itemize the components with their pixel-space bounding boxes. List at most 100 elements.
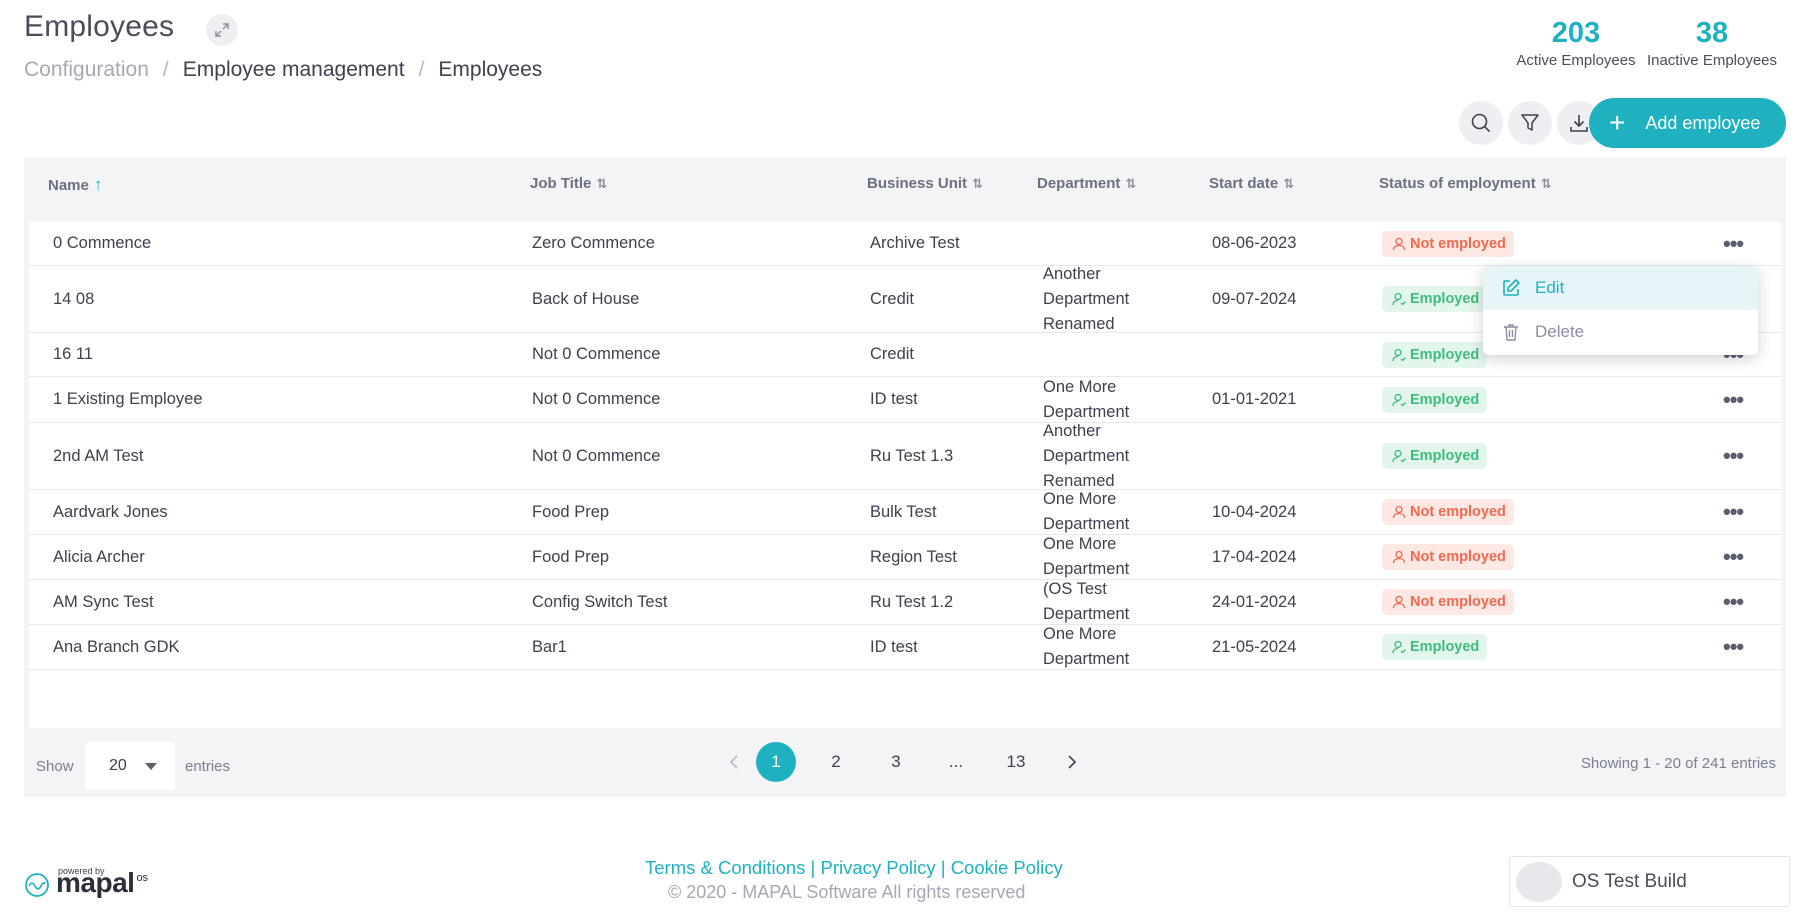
table-row[interactable]: Aardvark Jones Food Prep Bulk Test One M… — [29, 490, 1781, 535]
cell-business-unit: Bulk Test — [870, 502, 937, 521]
sort-icon: ⇅ — [1540, 175, 1552, 191]
user-check-icon — [1392, 640, 1406, 654]
column-header-name[interactable]: Name ↑ — [48, 175, 102, 195]
cell-business-unit: Ru Test 1.3 — [870, 446, 954, 465]
breadcrumb-employee-management[interactable]: Employee management — [182, 58, 405, 81]
cell-department: Another Department Renamed — [1043, 264, 1130, 333]
cell-status: Not employed — [1382, 490, 1514, 534]
more-actions-icon[interactable]: ••• — [1723, 634, 1744, 659]
edit-label: Edit — [1535, 278, 1565, 297]
cell-name: 1 Existing Employee — [53, 390, 203, 408]
page-size-select[interactable]: 20 — [85, 742, 175, 790]
cell-job-title: Not 0 Commence — [532, 446, 661, 465]
table-row[interactable]: 16 11 Not 0 Commence Credit Employed ••• — [29, 333, 1781, 377]
column-header-job-title[interactable]: Job Title ⇅ — [530, 175, 607, 192]
table-row[interactable]: 0 Commence Zero Commence Archive Test 08… — [29, 222, 1781, 266]
cell-department: (OS Test Department — [1043, 580, 1130, 623]
table-row[interactable]: 14 08 Back of House Credit Another Depar… — [29, 264, 1781, 333]
table-row[interactable]: Ana Branch GDK Bar1 ID test One More Dep… — [29, 625, 1781, 670]
user-check-icon — [1392, 449, 1406, 463]
column-label: Start date — [1209, 175, 1279, 192]
showing-entries-text: Showing 1 - 20 of 241 entries — [1580, 755, 1776, 772]
cell-start-date: 08-06-2023 — [1212, 234, 1297, 252]
next-page-button[interactable] — [1057, 742, 1087, 782]
cell-name: Ana Branch GDK — [53, 637, 180, 656]
search-button[interactable] — [1459, 101, 1503, 145]
more-actions-icon[interactable]: ••• — [1723, 443, 1744, 468]
user-icon — [1392, 505, 1406, 519]
cell-name: 2nd AM Test — [53, 446, 144, 465]
table-row[interactable]: 1 Existing Employee Not 0 Commence ID te… — [29, 377, 1781, 423]
breadcrumb-configuration[interactable]: Configuration — [24, 58, 149, 81]
page-button-3[interactable]: 3 — [891, 752, 901, 771]
legal-links[interactable]: Terms & Conditions | Privacy Policy | Co… — [645, 857, 1063, 878]
column-header-department[interactable]: Department ⇅ — [1037, 175, 1136, 192]
expand-button[interactable] — [206, 14, 238, 46]
cell-job-title: Zero Commence — [532, 234, 655, 252]
previous-page-button[interactable] — [719, 742, 749, 782]
filter-icon — [1521, 114, 1539, 131]
cell-status: Employed — [1382, 423, 1488, 489]
cell-status: Employed — [1382, 266, 1488, 332]
edit-menu-item[interactable]: Edit — [1483, 266, 1758, 310]
pagination-bar: Show 20 entries 1 2 3 ... 13 Showing 1 -… — [24, 728, 1786, 797]
column-header-status[interactable]: Status of employment ⇅ — [1379, 175, 1552, 192]
cell-business-unit: ID test — [870, 637, 918, 656]
more-actions-icon[interactable]: ••• — [1723, 499, 1744, 524]
status-badge: Not employed — [1382, 230, 1514, 257]
cell-start-date: 10-04-2024 — [1212, 502, 1297, 521]
brand-suffix: os — [136, 872, 149, 884]
chevron-left-icon — [729, 755, 738, 769]
more-actions-icon[interactable]: ••• — [1723, 589, 1744, 614]
table-row[interactable]: 2nd AM Test Not 0 Commence Ru Test 1.3 A… — [29, 422, 1781, 490]
page-button-1[interactable]: 1 — [756, 742, 796, 782]
breadcrumb: Configuration / Employee management / Em… — [24, 58, 542, 82]
user-check-icon — [1392, 292, 1406, 306]
status-text: Not employed — [1410, 594, 1506, 610]
avatar — [1516, 861, 1562, 902]
more-actions-icon[interactable]: ••• — [1723, 386, 1744, 412]
cell-start-date: 21-05-2024 — [1212, 637, 1297, 656]
page-button-13[interactable]: 13 — [1006, 752, 1026, 771]
build-label: OS Test Build — [1572, 870, 1687, 892]
table-row[interactable]: AM Sync Test Config Switch Test Ru Test … — [29, 580, 1781, 625]
more-actions-icon[interactable]: ••• — [1723, 544, 1744, 569]
show-label: Show — [36, 758, 74, 775]
user-icon — [1392, 595, 1406, 609]
column-label: Name — [48, 176, 89, 194]
status-text: Employed — [1410, 448, 1480, 464]
cell-department: One More Department — [1043, 377, 1130, 421]
user-check-icon — [1392, 393, 1406, 406]
page-button-2[interactable]: 2 — [831, 752, 841, 771]
build-selector[interactable]: OS Test Build — [1509, 856, 1790, 907]
cell-name: 14 08 — [53, 289, 95, 308]
add-employee-button[interactable]: + Add employee — [1589, 98, 1786, 148]
cell-job-title: Not 0 Commence — [532, 345, 661, 363]
chevron-right-icon — [1068, 755, 1077, 769]
filter-button[interactable] — [1508, 101, 1552, 145]
table-row[interactable]: Alicia Archer Food Prep Region Test One … — [29, 535, 1781, 580]
more-actions-icon[interactable]: ••• — [1723, 230, 1744, 256]
cell-name: Alicia Archer — [53, 547, 145, 566]
cell-business-unit: Credit — [870, 289, 915, 308]
expand-icon — [215, 23, 229, 37]
cell-status: Not employed — [1382, 535, 1514, 579]
page-title: Employees — [24, 10, 175, 43]
cell-start-date: 01-01-2021 — [1212, 390, 1297, 408]
row-actions-menu: Edit Delete — [1483, 266, 1758, 355]
search-icon — [1471, 113, 1491, 133]
cell-business-unit: Ru Test 1.2 — [870, 592, 954, 611]
status-badge: Employed — [1382, 634, 1488, 660]
column-header-start-date[interactable]: Start date ⇅ — [1209, 175, 1294, 192]
status-text: Employed — [1410, 391, 1480, 408]
active-employees-count: 203 — [1551, 17, 1601, 49]
cell-business-unit: Credit — [870, 345, 915, 363]
column-header-business-unit[interactable]: Business Unit ⇅ — [867, 175, 983, 192]
user-check-icon — [1392, 348, 1406, 361]
column-label: Department — [1037, 175, 1121, 192]
sort-icon: ⇅ — [596, 175, 608, 191]
breadcrumb-separator: / — [418, 58, 425, 81]
cell-department: One More Department — [1043, 625, 1130, 668]
delete-menu-item[interactable]: Delete — [1483, 310, 1758, 354]
cell-name: Aardvark Jones — [53, 502, 168, 521]
